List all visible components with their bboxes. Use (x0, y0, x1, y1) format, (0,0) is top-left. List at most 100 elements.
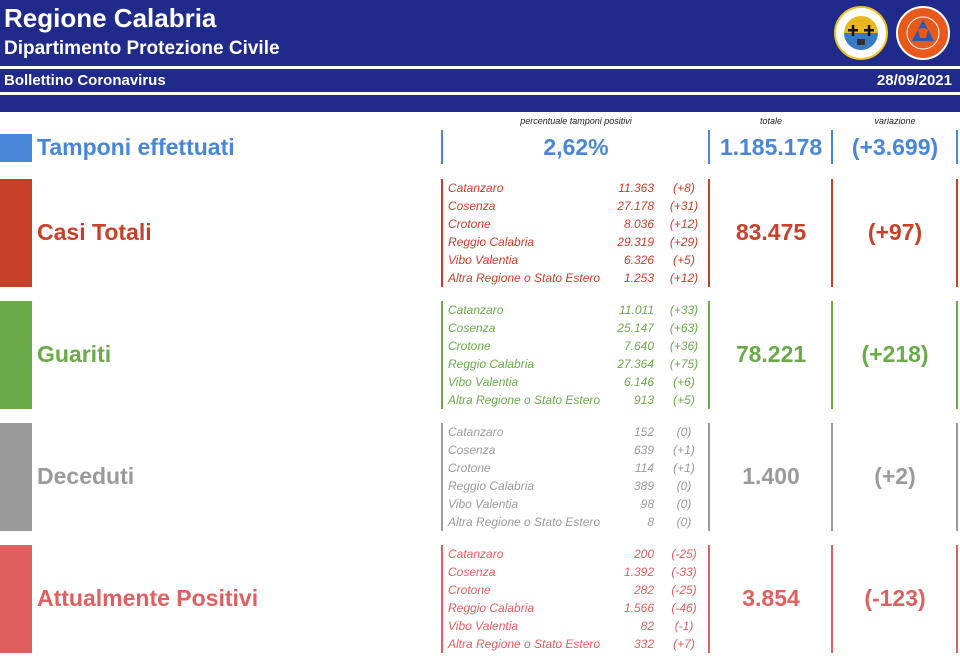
region-delta: (+1) (673, 461, 695, 475)
region-delta: (+6) (673, 375, 695, 389)
tamponi-divider (831, 130, 833, 164)
region-value: 200 (633, 547, 654, 561)
region-delta: (+5) (673, 393, 695, 407)
category-color-swatch (0, 545, 32, 653)
region-delta: (+36) (669, 339, 699, 353)
region-delta: (0) (676, 425, 692, 439)
bulletin-bar: Bollettino Coronavirus 28/09/2021 (0, 69, 960, 92)
region-name: Reggio Calabria (448, 479, 535, 493)
region-value: 6.326 (623, 253, 654, 267)
region-value: 27.364 (617, 357, 654, 371)
region-value: 82 (640, 619, 654, 633)
region-value: 98 (640, 497, 654, 511)
region-delta: (+31) (669, 199, 699, 213)
region-delta: (-25) (671, 547, 697, 561)
category-divider (956, 301, 958, 409)
region-delta: (+5) (673, 253, 695, 267)
category-color-swatch (0, 179, 32, 287)
region-value: 11.011 (619, 303, 654, 317)
region-delta: (0) (676, 479, 692, 493)
region-delta: (0) (676, 515, 692, 529)
regione-calabria-logo-icon (834, 6, 888, 60)
region-name: Reggio Calabria (448, 235, 535, 249)
page-subtitle: Dipartimento Protezione Civile (4, 38, 280, 59)
region-name: Vibo Valentia (448, 253, 519, 267)
region-name: Reggio Calabria (448, 357, 535, 371)
category-section: Casi Totali Catanzaro 11.363 (+8) Cosenza 27.… (0, 179, 960, 289)
region-name: Altra Regione o Stato Estero (448, 271, 601, 285)
tamponi-section: Tamponi effettuati 2,62% 1.185.178 (+3.6… (0, 128, 960, 166)
region-delta: (+12) (669, 271, 699, 285)
region-name: Cosenza (448, 199, 496, 213)
category-section: Attualmente Positivi Catanzaro 200 (-25) Cos… (0, 545, 960, 655)
bulletin-date: 28/09/2021 (876, 72, 952, 89)
region-value: 389 (633, 479, 654, 493)
category-divider (708, 301, 710, 409)
region-delta: (-25) (671, 583, 697, 597)
category-variation: (+2) (874, 463, 916, 489)
tamponi-divider (956, 130, 958, 164)
category-divider (708, 179, 710, 287)
tamponi-color-swatch (0, 134, 32, 162)
column-header-variation: variazione (874, 116, 916, 126)
region-name: Crotone (448, 583, 491, 597)
region-name: Vibo Valentia (448, 497, 519, 511)
bulletin-title: Bollettino Coronavirus (4, 72, 166, 89)
category-divider (441, 179, 443, 287)
tamponi-percent: 2,62% (543, 134, 609, 160)
category-variation: (-123) (864, 585, 926, 611)
header-bar: Regione Calabria Dipartimento Protezione… (0, 0, 960, 66)
region-name: Vibo Valentia (448, 375, 519, 389)
region-value: 27.178 (617, 199, 654, 213)
region-name: Catanzaro (448, 181, 504, 195)
category-divider (831, 301, 833, 409)
category-label: Deceduti (37, 463, 135, 489)
region-delta: (+33) (669, 303, 699, 317)
region-delta: (-33) (671, 565, 697, 579)
region-name: Catanzaro (448, 547, 504, 561)
category-divider (831, 179, 833, 287)
region-name: Cosenza (448, 443, 496, 457)
tamponi-divider (708, 130, 710, 164)
category-total: 3.854 (742, 585, 800, 611)
category-divider (708, 423, 710, 531)
category-divider (441, 301, 443, 409)
region-value: 282 (633, 583, 654, 597)
category-label: Casi Totali (37, 219, 152, 245)
category-total: 83.475 (735, 219, 807, 245)
divider-bar (0, 95, 960, 112)
region-value: 913 (633, 393, 654, 407)
category-color-swatch (0, 301, 32, 409)
column-header-positive-pct: percentuale tamponi positivi (520, 116, 632, 126)
category-section: Guariti Catanzaro 11.011 (+33) Cosenza 25.147… (0, 301, 960, 411)
region-delta: (+63) (669, 321, 699, 335)
region-delta: (+12) (669, 217, 699, 231)
region-name: Catanzaro (448, 303, 504, 317)
region-delta: (+7) (673, 637, 695, 651)
region-value: 29.319 (617, 235, 654, 249)
region-value: 152 (633, 425, 654, 439)
region-value: 639 (633, 443, 654, 457)
category-color-swatch (0, 423, 32, 531)
region-name: Crotone (448, 339, 491, 353)
tamponi-divider (441, 130, 443, 164)
region-name: Altra Regione o Stato Estero (448, 393, 601, 407)
region-name: Altra Regione o Stato Estero (448, 637, 601, 651)
category-divider (956, 545, 958, 653)
protezione-civile-logo-icon (896, 6, 950, 60)
region-delta: (+75) (669, 357, 699, 371)
category-divider (831, 545, 833, 653)
region-value: 7.640 (623, 339, 654, 353)
region-name: Crotone (448, 217, 491, 231)
page-title: Regione Calabria (4, 3, 217, 33)
category-label: Attualmente Positivi (37, 585, 259, 611)
region-name: Catanzaro (448, 425, 504, 439)
tamponi-total: 1.185.178 (719, 134, 823, 160)
category-divider (956, 423, 958, 531)
category-divider (708, 545, 710, 653)
region-name: Altra Regione o Stato Estero (448, 515, 601, 529)
region-delta: (-1) (674, 619, 694, 633)
tamponi-label: Tamponi effettuati (37, 134, 235, 160)
column-header-total: totale (759, 116, 783, 126)
category-total: 1.400 (742, 463, 800, 489)
